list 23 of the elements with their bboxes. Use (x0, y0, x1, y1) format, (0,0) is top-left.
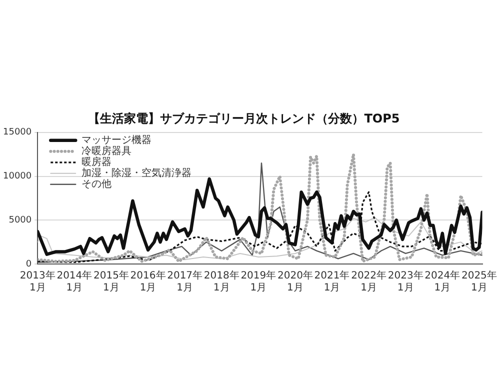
chart-title: 【生活家電】サブカテゴリー月次トレンド（分数）TOP5 (88, 111, 400, 126)
x-tick-label: 2019年 1月 (240, 270, 276, 294)
x-tick-label: 2014年 1月 (56, 270, 92, 294)
x-tick-label: 2025年 1月 (461, 270, 497, 294)
y-tick-label: 0 (26, 259, 32, 270)
y-tick-label: 10000 (2, 172, 32, 182)
x-tick-label: 2020年 1月 (277, 270, 313, 294)
legend-label: 加湿・除湿・空気清浄器 (82, 166, 192, 179)
legend-label: 暖房器 (82, 156, 112, 168)
y-tick-label: 15000 (2, 128, 32, 138)
x-tick-label: 2015年 1月 (94, 270, 129, 294)
x-tick-label: 2013年 1月 (20, 270, 56, 294)
x-tick-label: 2022年 1月 (351, 270, 387, 294)
x-tick-label: 2016年 1月 (130, 270, 166, 294)
legend-label: その他 (82, 178, 112, 190)
y-tick-label: 5000 (8, 215, 32, 226)
x-tick-label: 2021年 1月 (314, 270, 350, 294)
x-tick-label: 2024年 1月 (424, 270, 460, 294)
legend-label: マッサージ機器 (82, 134, 152, 146)
legend-label: 冷暖房器具 (82, 144, 132, 157)
x-tick-label: 2017年 1月 (167, 270, 203, 294)
x-tick-label: 2023年 1月 (388, 270, 424, 294)
x-tick-label: 2018年 1月 (204, 270, 240, 294)
